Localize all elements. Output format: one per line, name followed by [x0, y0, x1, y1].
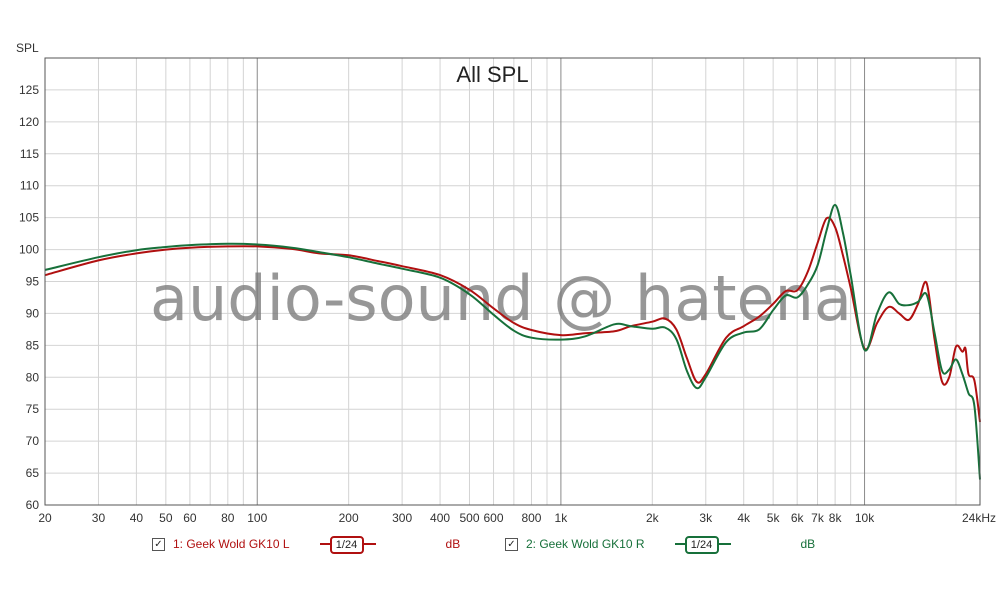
x-tick-label: 2k [646, 511, 660, 525]
y-tick-label: 85 [26, 338, 40, 352]
x-tick-label: 20 [38, 511, 52, 525]
x-tick-label: 500 [459, 511, 479, 525]
series-2-line [44, 203, 981, 480]
x-tick-label: 60 [183, 511, 197, 525]
x-tick-label: 10k [855, 511, 875, 525]
series-layer [44, 203, 981, 480]
x-tick-label: 8k [829, 511, 843, 525]
x-tick-label: 600 [484, 511, 504, 525]
x-tick-label: 300 [392, 511, 412, 525]
y-tick-label: 100 [19, 243, 39, 257]
x-tick-label: 40 [130, 511, 144, 525]
y-tick-label: 125 [19, 83, 39, 97]
x-tick-label: 30 [92, 511, 106, 525]
y-tick-label: 95 [26, 275, 40, 289]
series-2-smoothing-label: 1/24 [684, 536, 719, 554]
series-1-checkbox[interactable]: ✓ [152, 537, 165, 551]
series-1-unit: dB [445, 537, 461, 551]
y-tick-label: 115 [20, 147, 39, 161]
x-tick-label: 100 [247, 511, 267, 525]
x-tick-label: 7k [811, 511, 825, 525]
y-tick-label: 105 [19, 211, 39, 225]
series-2-unit: dB [800, 537, 816, 551]
legend-item-right: ✓ 2: Geek Wold GK10 R 1/24 dB [505, 534, 815, 554]
y-tick-label: 65 [26, 466, 40, 480]
x-tick-label: 5k [767, 511, 781, 525]
y-tick-label: 120 [19, 115, 39, 129]
x-tick-label: 80 [221, 511, 235, 525]
x-tick-label: 800 [521, 511, 541, 525]
y-tick-label: 110 [20, 179, 39, 193]
chart-title: All SPL [456, 62, 528, 87]
series-1-smoothing-button[interactable]: 1/24 [319, 534, 376, 554]
x-tick-label: 400 [430, 511, 450, 525]
y-axis-label: SPL [16, 41, 39, 55]
x-tick-label: 200 [339, 511, 359, 525]
x-tick-label: 50 [159, 511, 173, 525]
x-tick-label: 1k [555, 511, 569, 525]
y-tick-label: 75 [26, 402, 40, 416]
x-tick-label: 6k [791, 511, 805, 525]
major-gridlines [256, 58, 866, 505]
plot-border [44, 57, 981, 506]
series-1-label: 1: Geek Wold GK10 L [173, 537, 290, 551]
series-1-line [44, 216, 981, 423]
series-2-label: 2: Geek Wold GK10 R [526, 537, 645, 551]
y-tick-label: 70 [26, 434, 40, 448]
series-2-checkbox[interactable]: ✓ [505, 537, 518, 551]
x-tick-labels: 20 30 40 50 60 80 100 200 300 400 500 600 800 1k 2k 3k 4… [38, 511, 875, 525]
y-tick-label: 60 [26, 498, 40, 512]
y-tick-label: 90 [26, 306, 40, 320]
x-tick-label: 3k [699, 511, 713, 525]
minor-gridlines [44, 57, 980, 506]
watermark: audio-sound @ hatena [150, 262, 852, 335]
y-tick-label: 80 [26, 370, 40, 384]
y-tick-labels: 60 65 70 75 80 85 90 95 100 105 110 115 120 125 [19, 83, 39, 512]
x-axis-end-label: 24kHz [962, 511, 996, 525]
series-1-smoothing-label: 1/24 [329, 536, 364, 554]
series-2-smoothing-button[interactable]: 1/24 [674, 534, 731, 554]
legend-item-left: ✓ 1: Geek Wold GK10 L 1/24 dB [152, 534, 460, 554]
x-tick-label: 4k [737, 511, 751, 525]
